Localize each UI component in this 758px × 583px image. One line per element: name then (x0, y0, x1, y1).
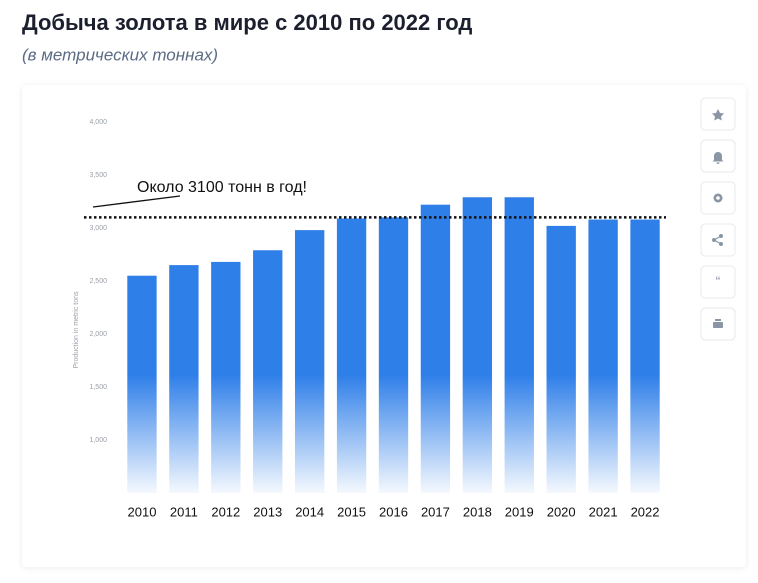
y-tick-label: 1,000 (89, 437, 107, 444)
x-tick-label: 2014 (295, 504, 324, 519)
bar (630, 219, 660, 493)
cite-button[interactable]: “ (700, 265, 736, 299)
bar (294, 230, 325, 493)
x-tick-label: 2011 (170, 504, 198, 519)
bar (462, 197, 493, 493)
bar (211, 261, 241, 493)
bar (253, 250, 283, 493)
x-tick-label: 2016 (379, 504, 408, 519)
x-tick-label: 2010 (128, 504, 157, 519)
toolbar: “ (700, 97, 736, 341)
print-button[interactable] (700, 307, 736, 341)
share-button[interactable] (700, 223, 736, 257)
bar (588, 219, 618, 493)
chart-subtitle: (в метрических тоннах) (22, 45, 218, 64)
x-tick-label: 2022 (631, 504, 660, 519)
x-tick-label: 2019 (505, 504, 534, 519)
y-tick-label: 1,500 (89, 384, 107, 391)
x-tick-label: 2013 (253, 504, 282, 519)
annotation: Около 3100 тонн в год! (137, 179, 307, 196)
bar (336, 218, 367, 493)
bar (420, 204, 451, 493)
bar (378, 217, 409, 493)
y-tick-label: 3,000 (89, 225, 107, 232)
y-tick-label: 2,500 (89, 278, 107, 285)
x-tick-label: 2015 (337, 504, 366, 519)
y-tick-label: 2,000 (89, 331, 107, 338)
y-tick-label: 3,500 (89, 172, 107, 179)
bar (127, 275, 157, 493)
bar (504, 197, 534, 493)
annotation-pointer (92, 195, 181, 208)
chart-title: Добыча золота в мире с 2010 по 2022 год (22, 10, 472, 35)
y-tick-label: 4,000 (89, 119, 107, 126)
x-tick-label: 2021 (589, 504, 618, 519)
svg-text:“: “ (716, 273, 721, 289)
notification-button[interactable] (700, 139, 736, 173)
favorite-button[interactable] (700, 97, 736, 131)
bar (169, 265, 199, 493)
bar (546, 225, 576, 493)
x-tick-label: 2018 (463, 504, 492, 519)
x-tick-label: 2020 (547, 504, 576, 519)
settings-button[interactable] (700, 181, 736, 215)
x-tick-label: 2012 (211, 504, 240, 519)
y-axis-label: Production in metric tons (73, 291, 80, 369)
x-tick-label: 2017 (421, 504, 450, 519)
